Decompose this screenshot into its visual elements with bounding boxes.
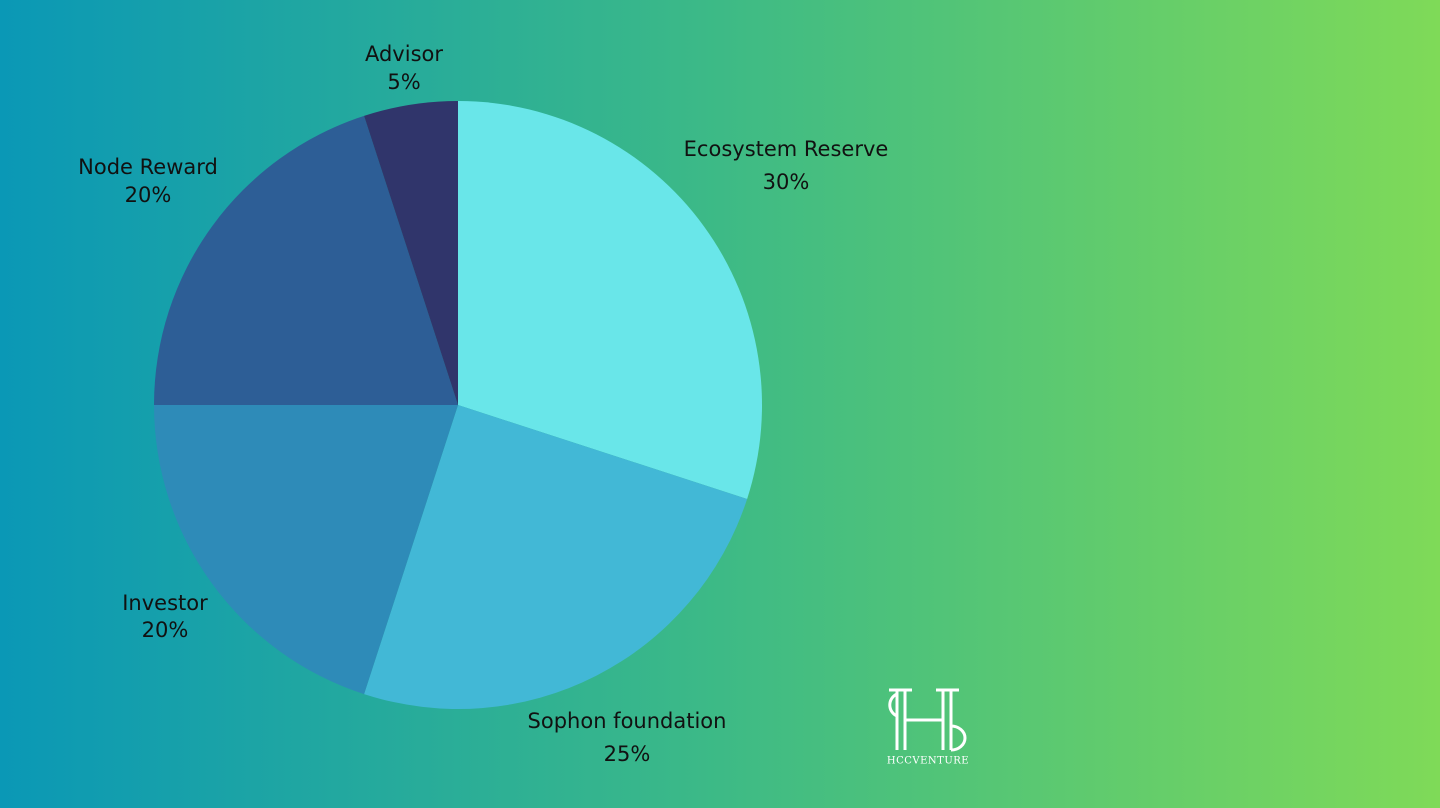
logo: [888, 688, 967, 752]
slice-value-label: 25%: [604, 742, 651, 766]
slice-label: Investor: [122, 591, 208, 615]
logo-text: HCCVENTURE: [887, 756, 969, 767]
slice-value-label: 20%: [142, 618, 189, 642]
slice-value-label: 30%: [763, 170, 810, 194]
slice-label: Ecosystem Reserve: [684, 137, 889, 161]
pie-slice: [154, 405, 458, 695]
slice-label: Node Reward: [78, 155, 218, 179]
slice-label: Advisor: [365, 42, 443, 66]
pie-slice: [458, 101, 762, 499]
pie-slice: [364, 405, 748, 709]
slice-value-label: 20%: [125, 183, 172, 207]
pie-slice: [154, 115, 458, 406]
slice-value-label: 5%: [387, 70, 420, 94]
slice-label: Sophon foundation: [528, 709, 727, 733]
pie-slice: [364, 101, 458, 405]
